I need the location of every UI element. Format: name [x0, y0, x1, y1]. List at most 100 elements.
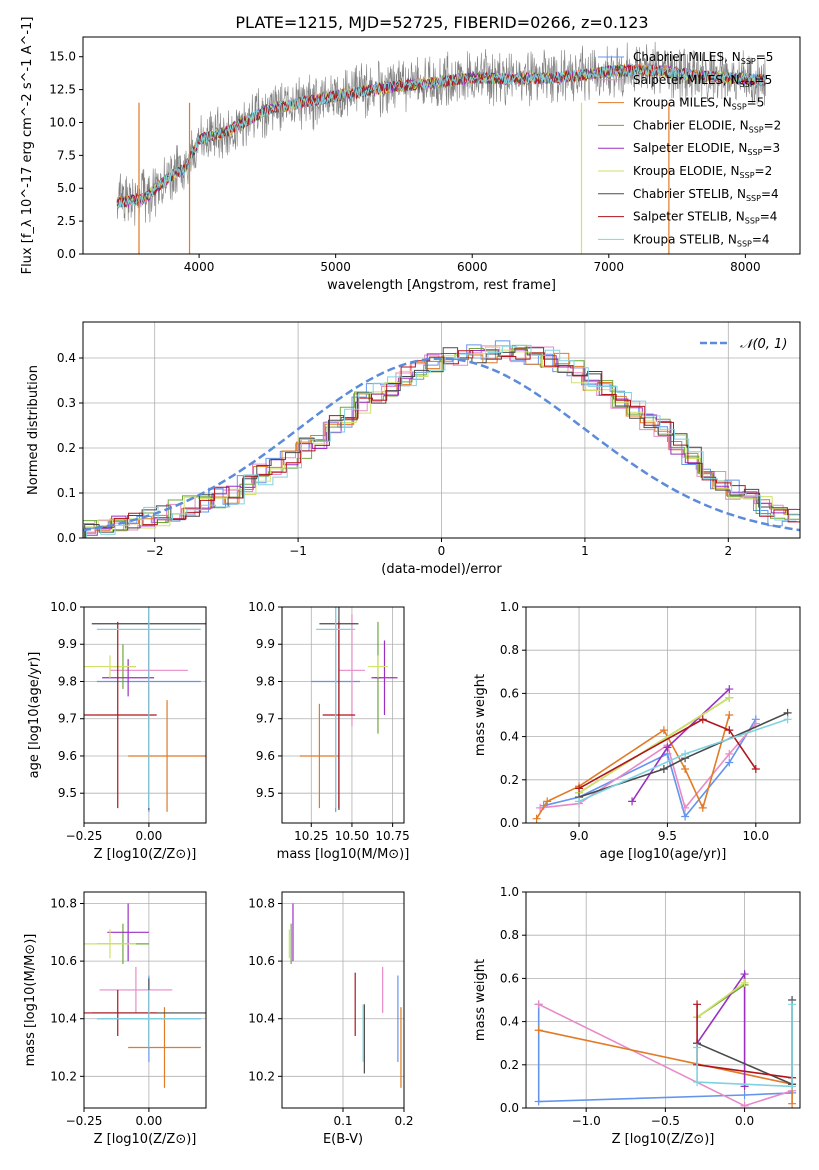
weight-series-line: [578, 697, 730, 794]
mass-vs-ebv-ytick-label: 10.8: [248, 897, 275, 911]
age-vs-z-frame: [83, 606, 207, 824]
age-vs-z-xtick-label: 0.00: [136, 829, 163, 843]
mass-vs-ebv-marks: [288, 903, 402, 1088]
legend-value: =2: [755, 164, 773, 178]
mass-vs-ebv-ytick-label: 10.4: [248, 1012, 275, 1026]
legend-entry: Salpeter ELODIE, NSSP=3: [633, 141, 780, 157]
spectrum-ylabel: Flux [f_λ 10^-17 erg cm^-2 s^-1 A^-1]: [20, 17, 35, 275]
weight-vs-z-frame: [525, 891, 801, 1109]
weight-series-line: [578, 718, 757, 790]
errorbar-point: [371, 640, 398, 715]
weight-vs-z-xtick-label: 0.0: [735, 1114, 754, 1128]
legend-n: N: [731, 73, 740, 87]
age-vs-mass-ytick-label: 9.7: [256, 712, 275, 726]
weight-series-line: [537, 1004, 793, 1103]
histogram-step: [84, 347, 800, 538]
residual-histogram-ytick-label: 0.3: [57, 396, 76, 410]
weight-series-marker: [725, 693, 734, 702]
mass-vs-z-ytick-label: 10.2: [50, 1069, 77, 1083]
weight-series-marker: [628, 797, 637, 806]
mass-vs-ebv-ytick-label: 10.2: [248, 1069, 275, 1083]
weight-vs-z-ylabel: mass weight: [473, 959, 488, 1041]
legend-n: N: [736, 210, 745, 224]
residual-histogram-xtick-label: 0: [438, 544, 446, 558]
spectrum-ytick-label: 12.5: [49, 83, 76, 97]
mass-vs-z-ylabel: mass [log10(M/M⊙)]: [23, 934, 38, 1067]
weight-series-line: [540, 723, 757, 810]
spectrum-legend: Chabrier MILES, NSSP=5 Salpeter MILES, NS…: [598, 50, 781, 248]
errorbar-point: [338, 614, 365, 727]
age-vs-mass-ytick-label: 9.8: [256, 674, 275, 688]
errorbar-point: [128, 1007, 201, 1088]
weight-vs-age-xtick-label: 10.0: [742, 829, 769, 843]
legend-entry: Chabrier ELODIE, NSSP=2: [633, 118, 781, 134]
legend-subscript: SSP: [737, 239, 752, 248]
weight-series-marker: [659, 726, 668, 735]
legend-subscript: SSP: [740, 80, 755, 89]
weight-series-line: [543, 718, 757, 819]
mass-vs-z-xtick-label: 0.00: [136, 1114, 163, 1128]
weight-vs-z-plot: −1.0 −0.5 0.0 0.0 0.2 0.4 0.6 0.8 1.0 Z [log10(Z/…: [473, 885, 801, 1147]
legend-subscript: SSP: [745, 217, 760, 226]
weight-series-marker: [681, 749, 690, 758]
errorbar-point: [84, 929, 136, 959]
weight-series-marker: [740, 1091, 749, 1100]
histogram-step: [83, 349, 800, 538]
figure-title: PLATE=1215, MJD=52725, FIBERID=0266, z=0…: [235, 13, 648, 32]
mass-vs-z-xtick-label: −0.25: [66, 1114, 103, 1128]
spectrum-ytick-label: 10.0: [49, 115, 76, 129]
weight-series-marker: [663, 743, 672, 752]
mass-vs-z-ytick-label: 10.8: [50, 897, 77, 911]
histogram-step: [83, 345, 798, 533]
mass-vs-z-xlabel: Z [log10(Z/Z⊙)]: [94, 1132, 197, 1147]
residual-histogram-ytick-label: 0.0: [57, 531, 76, 545]
legend-n: N: [728, 232, 737, 246]
age-vs-z-ytick-label: 9.8: [58, 674, 77, 688]
errorbar-point: [84, 621, 157, 809]
errorbar-point: [316, 607, 356, 809]
weight-vs-z-ytick-label: 1.0: [500, 885, 519, 899]
age-vs-mass-xtick-label: 10.75: [375, 829, 409, 843]
weight-series-marker: [725, 726, 734, 735]
legend-n: N: [740, 118, 749, 132]
weight-vs-age-frame: [525, 606, 801, 824]
errorbar-point: [299, 703, 339, 809]
legend-value: =4: [761, 187, 779, 201]
gaussian-legend-label: 𝒩(0, 1): [740, 337, 787, 352]
spectrum-model-line: [116, 64, 766, 208]
histogram-step: [83, 344, 800, 529]
legend-value: =4: [752, 232, 770, 246]
mass-vs-z-plot: −0.25 0.00 10.2 10.4 10.6 10.8 Z [log10(Z/Z⊙)]…: [23, 891, 207, 1147]
errorbar-point: [128, 700, 206, 812]
legend-n: N: [732, 50, 741, 64]
errorbar-point: [96, 989, 201, 1048]
weight-series-marker: [534, 1026, 543, 1035]
spectrum-xtick-label: 6000: [457, 260, 488, 274]
residual-histogram-xtick-label: −1: [289, 544, 307, 558]
errorbar-point: [368, 655, 388, 678]
weight-vs-age-marks: [532, 685, 792, 823]
weight-series-marker: [534, 1097, 543, 1106]
age-vs-z-xtick-label: −0.25: [66, 829, 103, 843]
weight-vs-age-xtick-label: 9.5: [658, 829, 677, 843]
residual-histogram-ytick-label: 0.4: [57, 351, 76, 365]
spectrum-ytick-label: 7.5: [57, 148, 76, 162]
histogram-step: [85, 350, 800, 538]
errorbar-point: [84, 655, 136, 678]
spectrum-plot: 4000 5000 6000 7000 8000 0.0 2.5 5.0 7.5 10.0 12.5…: [20, 17, 801, 293]
residual-histogram-plot: −2 −1 0 1 2 0.0 0.1 0.2 0.3 0.4 (data-model)/error…: [26, 321, 801, 577]
legend-n: N: [723, 96, 732, 110]
errorbar-point: [107, 903, 149, 962]
gaussian-curve: [83, 357, 800, 532]
weight-series-marker: [788, 1082, 797, 1091]
mass-vs-z-ytick-label: 10.6: [50, 954, 77, 968]
weight-series-marker: [725, 711, 734, 719]
age-vs-z-ytick-label: 9.7: [58, 712, 77, 726]
errorbar-point: [102, 659, 155, 697]
legend-value: =2: [764, 118, 782, 132]
weight-series-marker: [693, 1043, 702, 1052]
legend-entry: Salpeter STELIB, NSSP=4: [633, 210, 777, 226]
weight-vs-z-xlabel: Z [log10(Z/Z⊙)]: [612, 1132, 715, 1147]
mass-vs-ebv-xtick-label: 0.1: [333, 1114, 352, 1128]
